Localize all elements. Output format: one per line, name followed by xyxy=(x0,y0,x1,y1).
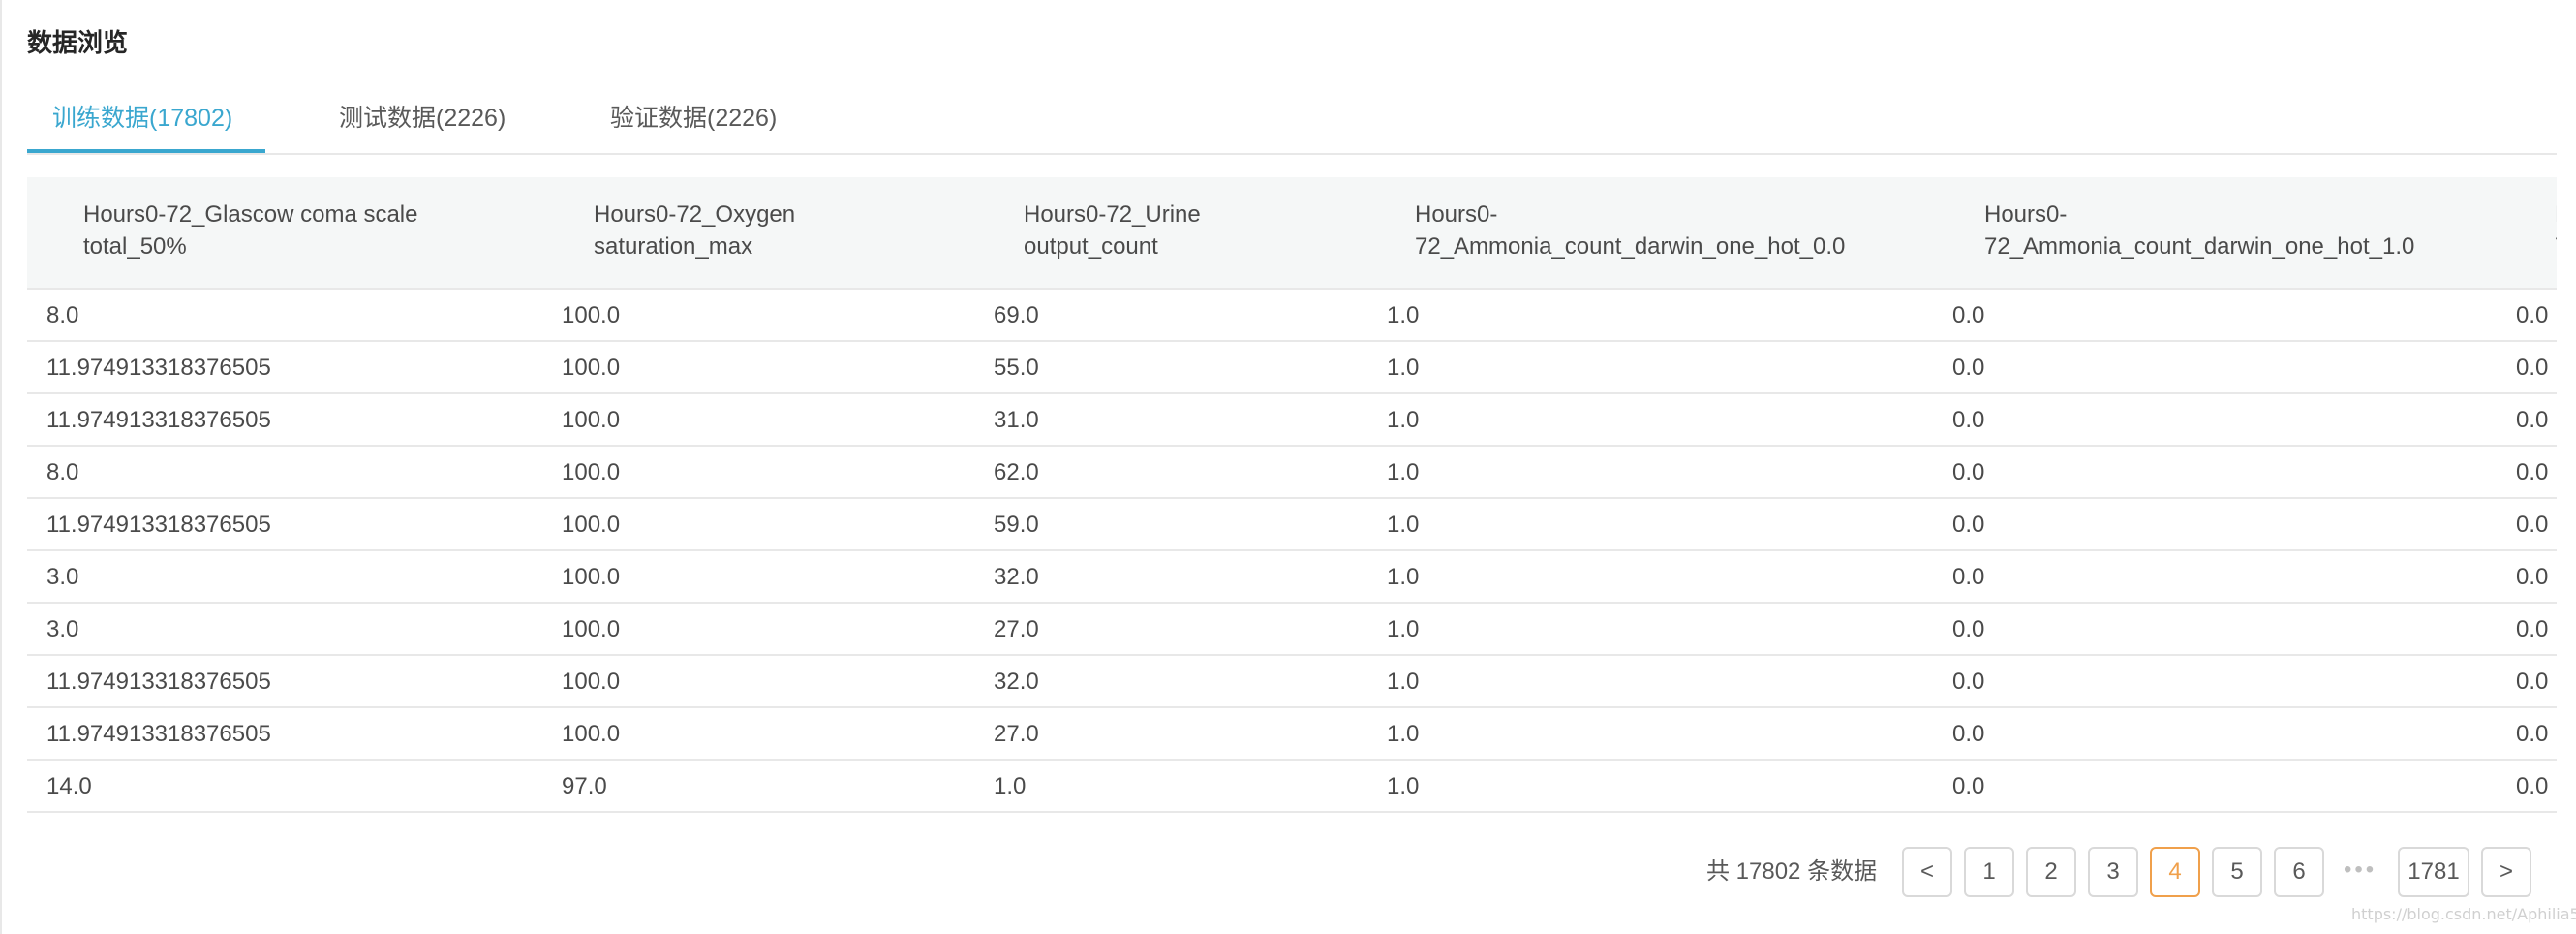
table-cell: 0.0 xyxy=(2516,773,2549,799)
table-cell: 1.0 xyxy=(1387,616,1420,642)
pagination-ellipsis[interactable]: ••• xyxy=(2344,856,2377,883)
data-table: Hours0-72_Glascow coma scale total_50% Ho… xyxy=(27,177,2557,813)
table-cell: 55.0 xyxy=(994,355,1039,381)
page-title: 数据浏览 xyxy=(27,28,129,57)
table-row: 11.974913318376505 100.0 59.0 1.0 0.0 0.0 xyxy=(27,499,2557,551)
table-cell: 3.0 xyxy=(46,564,79,590)
table-cell: 1.0 xyxy=(1387,512,1420,538)
column-header: Hours0-72_Glascow coma scale total_50% xyxy=(83,202,418,260)
table-cell: 100.0 xyxy=(562,616,621,642)
page-3-button[interactable]: 3 xyxy=(2088,847,2138,897)
table-cell: 0.0 xyxy=(1952,407,1985,433)
table-cell: 8.0 xyxy=(46,459,79,485)
table-cell: 0.0 xyxy=(2516,721,2549,747)
table-cell: 32.0 xyxy=(994,564,1039,590)
column-header: Hours0-72_Urine output_count xyxy=(1024,202,1201,260)
tab-test-data[interactable]: 测试数据(2226) xyxy=(339,105,506,132)
table-cell: 100.0 xyxy=(562,669,621,695)
table-row: 11.974913318376505 100.0 32.0 1.0 0.0 0.0 xyxy=(27,656,2557,708)
table-cell: 1.0 xyxy=(1387,669,1420,695)
table-row: 3.0 100.0 32.0 1.0 0.0 0.0 xyxy=(27,551,2557,604)
table-cell: 0.0 xyxy=(1952,616,1985,642)
table-cell: 100.0 xyxy=(562,407,621,433)
column-header: H7 xyxy=(2555,199,2557,263)
table-cell: 0.0 xyxy=(1952,302,1985,328)
table-cell: 0.0 xyxy=(2516,669,2549,695)
active-tab-indicator xyxy=(27,149,265,153)
table-cell: 0.0 xyxy=(1952,459,1985,485)
table-cell: 31.0 xyxy=(994,407,1039,433)
table-cell: 11.974913318376505 xyxy=(46,669,271,695)
pagination-total: 共 17802 条数据 xyxy=(1706,858,1878,885)
last-page-button[interactable]: 1781 xyxy=(2398,847,2469,897)
table-cell: 1.0 xyxy=(1387,564,1420,590)
table-cell: 100.0 xyxy=(562,302,621,328)
table-cell: 62.0 xyxy=(994,459,1039,485)
table-cell: 1.0 xyxy=(1387,355,1420,381)
table-cell: 1.0 xyxy=(1387,407,1420,433)
page-2-button[interactable]: 2 xyxy=(2026,847,2076,897)
table-cell: 11.974913318376505 xyxy=(46,407,271,433)
table-cell: 3.0 xyxy=(46,616,79,642)
watermark: https://blog.csdn.net/Aphilia581 xyxy=(2351,905,2576,923)
table-row: 11.974913318376505 100.0 27.0 1.0 0.0 0.0 xyxy=(27,708,2557,761)
table-cell: 100.0 xyxy=(562,512,621,538)
table-cell: 27.0 xyxy=(994,616,1039,642)
table-row: 8.0 100.0 69.0 1.0 0.0 0.0 xyxy=(27,290,2557,342)
page-6-button[interactable]: 6 xyxy=(2274,847,2324,897)
table-row: 14.0 97.0 1.0 1.0 0.0 0.0 xyxy=(27,761,2557,813)
table-cell: 8.0 xyxy=(46,302,79,328)
next-page-button[interactable]: > xyxy=(2481,847,2531,897)
prev-page-button[interactable]: < xyxy=(1902,847,1952,897)
table-cell: 27.0 xyxy=(994,721,1039,747)
column-header: Hours0-72_Oxygen saturation_max xyxy=(594,202,796,260)
page-4-button[interactable]: 4 xyxy=(2150,847,2200,897)
table-cell: 100.0 xyxy=(562,564,621,590)
table-row: 11.974913318376505 100.0 55.0 1.0 0.0 0.0 xyxy=(27,342,2557,394)
page-1-button[interactable]: 1 xyxy=(1964,847,2014,897)
table-cell: 1.0 xyxy=(1387,721,1420,747)
column-header: Hours0- 72_Ammonia_count_darwin_one_hot_0… xyxy=(1415,202,1846,260)
table-cell: 0.0 xyxy=(2516,616,2549,642)
tab-bar: 训练数据(17802) 测试数据(2226) 验证数据(2226) xyxy=(27,93,2557,155)
column-header: Hours0- 72_Ammonia_count_darwin_one_hot_1… xyxy=(1984,202,2415,260)
table-cell: 0.0 xyxy=(2516,459,2549,485)
table-cell: 0.0 xyxy=(1952,512,1985,538)
tab-training-data[interactable]: 训练数据(17802) xyxy=(52,105,233,132)
table-cell: 0.0 xyxy=(2516,407,2549,433)
table-row: 11.974913318376505 100.0 31.0 1.0 0.0 0.0 xyxy=(27,394,2557,447)
table-cell: 0.0 xyxy=(1952,564,1985,590)
table-row: 3.0 100.0 27.0 1.0 0.0 0.0 xyxy=(27,604,2557,656)
table-cell: 100.0 xyxy=(562,459,621,485)
table-row: 8.0 100.0 62.0 1.0 0.0 0.0 xyxy=(27,447,2557,499)
table-cell: 14.0 xyxy=(46,773,92,799)
table-header: Hours0-72_Glascow coma scale total_50% Ho… xyxy=(27,177,2557,290)
table-cell: 0.0 xyxy=(2516,302,2549,328)
table-cell: 1.0 xyxy=(1387,302,1420,328)
table-cell: 59.0 xyxy=(994,512,1039,538)
table-cell: 1.0 xyxy=(994,773,1027,799)
table-cell: 11.974913318376505 xyxy=(46,721,271,747)
table-cell: 100.0 xyxy=(562,721,621,747)
table-cell: 11.974913318376505 xyxy=(46,512,271,538)
table-cell: 0.0 xyxy=(1952,721,1985,747)
table-cell: 11.974913318376505 xyxy=(46,355,271,381)
table-cell: 69.0 xyxy=(994,302,1039,328)
table-cell: 32.0 xyxy=(994,669,1039,695)
table-cell: 1.0 xyxy=(1387,459,1420,485)
table-cell: 0.0 xyxy=(1952,669,1985,695)
table-cell: 1.0 xyxy=(1387,773,1420,799)
tab-validation-data[interactable]: 验证数据(2226) xyxy=(610,105,778,132)
left-border xyxy=(0,0,2,934)
table-cell: 0.0 xyxy=(1952,355,1985,381)
table-cell: 0.0 xyxy=(2516,512,2549,538)
table-cell: 0.0 xyxy=(1952,773,1985,799)
table-body: 8.0 100.0 69.0 1.0 0.0 0.0 11.974913318376505 1… xyxy=(27,290,2557,813)
table-cell: 0.0 xyxy=(2516,355,2549,381)
table-cell: 100.0 xyxy=(562,355,621,381)
table-cell: 97.0 xyxy=(562,773,607,799)
table-cell: 0.0 xyxy=(2516,564,2549,590)
page-5-button[interactable]: 5 xyxy=(2212,847,2262,897)
